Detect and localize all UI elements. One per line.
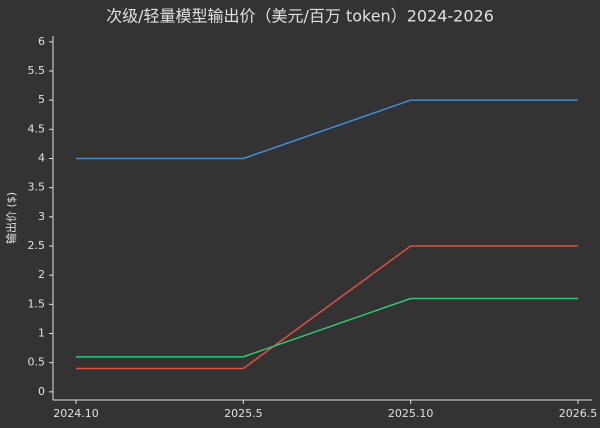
x-tick-label: 2026.5 [559,407,598,420]
y-tick-label: 3.5 [28,181,46,194]
series-line [76,245,578,370]
y-tick-label: 0 [38,385,45,398]
y-tick-label: 2 [38,268,45,281]
y-tick-label: 2.5 [28,239,46,252]
y-axis-label: 输出价 ($) [4,192,18,244]
y-tick-label: 1 [38,327,45,340]
x-tick-label: 2024.10 [53,407,99,420]
y-tick-label: 0.5 [28,356,46,369]
chart-title: 次级/轻量模型输出价（美元/百万 token）2024-2026 [106,7,494,26]
y-tick-label: 4.5 [28,122,46,135]
y-tick-label: 4 [38,152,45,165]
y-tick-label: 6 [38,35,45,48]
x-tick-label: 2025.5 [224,407,263,420]
y-tick-label: 5 [38,93,45,106]
x-tick-label: 2025.10 [388,407,434,420]
y-tick-label: 1.5 [28,297,46,310]
series-line [76,297,578,358]
y-tick-label: 3 [38,210,45,223]
y-tick-label: 5.5 [28,64,46,77]
series-line [76,99,578,160]
